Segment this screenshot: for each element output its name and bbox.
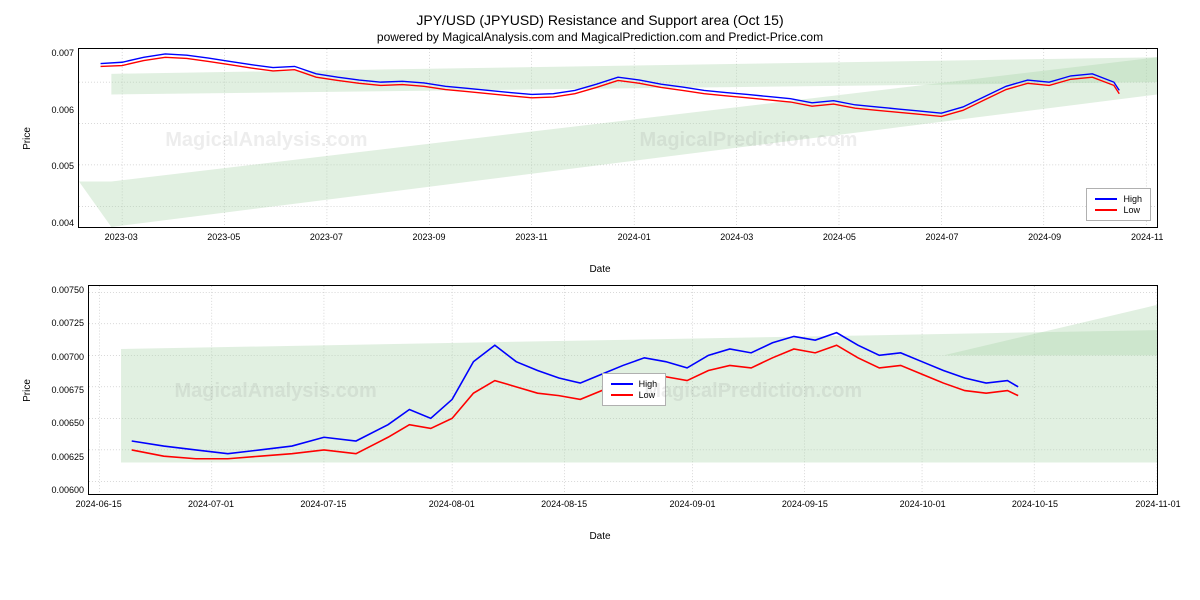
legend-line-icon (1095, 209, 1117, 211)
xtick-label: 2024-07 (925, 232, 958, 242)
legend-item: High (611, 379, 658, 389)
xtick-label: 2024-07-15 (300, 499, 346, 509)
chart-top-plot: HighLow MagicalAnalysis.comMagicalPredic… (78, 48, 1158, 228)
legend-line-icon (611, 394, 633, 396)
chart-top: Price 0.007 0.006 0.005 0.004 HighLow Magic… (20, 48, 1180, 228)
xtick-label: 2024-08-01 (429, 499, 475, 509)
ytick-label: 0.006 (51, 105, 74, 115)
ytick-label: 0.005 (51, 161, 74, 171)
spacer (20, 228, 78, 246)
xtick-label: 2023-03 (105, 232, 138, 242)
xtick-label: 2023-09 (412, 232, 445, 242)
chart-top-ylabel-box: Price (20, 48, 34, 228)
ytick-label: 0.007 (51, 48, 74, 58)
legend-label: Low (639, 390, 656, 400)
xtick-label: 2024-10-15 (1012, 499, 1058, 509)
chart-bottom-plot: HighLow MagicalAnalysis.comMagicalPredic… (88, 285, 1158, 495)
xtick-label: 2024-03 (720, 232, 753, 242)
chart-bottom-ylabel: Price (22, 379, 33, 402)
chart-top-xaxis-row: 2023-03 2023-05 2023-07 2023-09 2023-11 2024-… (20, 228, 1180, 246)
legend-label: Low (1123, 205, 1140, 215)
legend-item: High (1095, 194, 1142, 204)
legend-label: High (639, 379, 658, 389)
xtick-label: 2024-11-01 (1135, 499, 1180, 509)
legend-item: Low (611, 390, 658, 400)
xtick-label: 2024-08-15 (541, 499, 587, 509)
xtick-label: 2024-07-01 (188, 499, 234, 509)
chart-top-wrap: Price 0.007 0.006 0.005 0.004 HighLow Magic… (20, 48, 1180, 275)
xtick-label: 2024-11 (1131, 232, 1163, 242)
chart-top-xaxis: 2023-03 2023-05 2023-07 2023-09 2023-11 2024-… (78, 228, 1158, 246)
legend-line-icon (611, 383, 633, 385)
chart-bottom-ylabel-box: Price (20, 285, 34, 495)
xtick-label: 2023-07 (310, 232, 343, 242)
chart-bottom-yaxis: 0.00750 0.00725 0.00700 0.00675 0.00650 0.006… (34, 285, 88, 495)
legend-line-icon (1095, 198, 1117, 200)
legend-label: High (1123, 194, 1142, 204)
ytick-label: 0.00600 (51, 485, 84, 495)
chart-bottom-xlabel: Date (20, 531, 1180, 542)
ytick-label: 0.00625 (51, 452, 84, 462)
xtick-label: 2024-09-01 (670, 499, 716, 509)
chart-bottom-xaxis-row: 2024-06-15 2024-07-01 2024-07-15 2024-08-01… (20, 495, 1180, 513)
xtick-label: 2024-05 (823, 232, 856, 242)
legend-item: Low (1095, 205, 1142, 215)
xtick-label: 2024-06-15 (76, 499, 122, 509)
ytick-label: 0.00750 (51, 285, 84, 295)
chart-top-xlabel: Date (20, 264, 1180, 275)
ytick-label: 0.00725 (51, 318, 84, 328)
chart-top-legend: HighLow (1086, 188, 1151, 221)
spacer (20, 275, 1180, 285)
chart-top-yaxis: 0.007 0.006 0.005 0.004 (34, 48, 78, 228)
xtick-label: 2024-09-15 (782, 499, 828, 509)
xtick-label: 2023-11 (515, 232, 547, 242)
page-subtitle: powered by MagicalAnalysis.com and Magic… (20, 30, 1180, 44)
ytick-label: 0.00700 (51, 352, 84, 362)
ytick-label: 0.004 (51, 218, 74, 228)
xtick-label: 2024-10-01 (900, 499, 946, 509)
chart-top-svg (79, 49, 1157, 227)
chart-bottom-wrap: Price 0.00750 0.00725 0.00700 0.00675 0.0065… (20, 285, 1180, 542)
xtick-label: 2023-05 (207, 232, 240, 242)
chart-bottom: Price 0.00750 0.00725 0.00700 0.00675 0.0065… (20, 285, 1180, 495)
chart-bottom-legend: HighLow (602, 373, 667, 406)
ytick-label: 0.00675 (51, 385, 84, 395)
xtick-label: 2024-09 (1028, 232, 1061, 242)
chart-bottom-xaxis: 2024-06-152024-07-012024-07-152024-08-01… (88, 495, 1158, 513)
page-title: JPY/USD (JPYUSD) Resistance and Support … (20, 12, 1180, 28)
chart-top-ylabel: Price (22, 127, 33, 150)
xtick-label: 2024-01 (618, 232, 651, 242)
ytick-label: 0.00650 (51, 418, 84, 428)
